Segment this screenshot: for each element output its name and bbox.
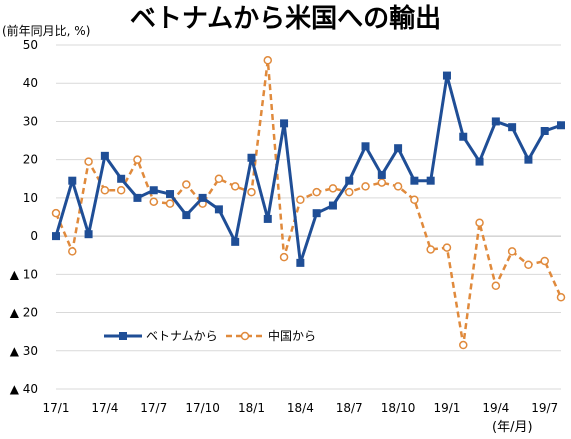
data-point [263, 214, 272, 223]
data-point [442, 71, 451, 80]
y-tick-label: ▲ 20 [10, 306, 38, 320]
x-axis-unit-label: (年/月) [492, 420, 533, 435]
data-point [117, 174, 126, 183]
data-point [459, 132, 468, 141]
x-tick-label: 18/1 [238, 401, 265, 415]
data-point [524, 260, 533, 270]
x-tick-label: 19/1 [433, 401, 460, 415]
y-tick-label: 50 [23, 38, 38, 52]
data-point [214, 174, 224, 184]
data-point [345, 176, 354, 185]
y-axis-unit-label: (前年同月比, %) [2, 24, 91, 38]
y-tick-label: 0 [30, 229, 38, 243]
data-point [361, 142, 370, 151]
data-point [491, 281, 501, 291]
data-point [84, 230, 93, 239]
y-tick-label: ▲ 30 [10, 344, 38, 358]
legend-marker-china [240, 331, 250, 341]
series-layer [51, 56, 566, 350]
x-tick-label: 17/4 [91, 401, 118, 415]
data-point [182, 180, 191, 189]
x-tick-label: 17/1 [43, 401, 70, 415]
data-point [68, 247, 77, 256]
data-point [377, 178, 387, 187]
x-tick-label: 18/7 [336, 401, 363, 415]
data-point [540, 256, 549, 266]
data-point [116, 185, 126, 195]
data-point [230, 182, 240, 191]
data-point [51, 208, 61, 218]
data-point [312, 187, 321, 197]
x-tick-label: 17/7 [140, 401, 167, 415]
data-point [426, 176, 435, 185]
data-point [214, 205, 223, 214]
data-point [133, 193, 142, 202]
data-point [361, 182, 370, 191]
data-point [279, 252, 289, 262]
data-point [100, 151, 109, 160]
data-point [100, 185, 110, 195]
data-point [556, 293, 566, 302]
data-point [475, 157, 484, 166]
data-point [263, 56, 273, 65]
data-point [328, 201, 337, 210]
data-point [312, 209, 321, 218]
data-point [296, 195, 305, 205]
legend: ベトナムから 中国から [104, 328, 316, 343]
data-point [296, 258, 305, 267]
data-point [557, 121, 565, 130]
x-tick-label: 18/4 [287, 401, 314, 415]
x-tick-label: 17/10 [185, 401, 220, 415]
x-tick-label: 19/4 [482, 401, 509, 415]
legend-label-china: 中国から [268, 328, 316, 343]
series-vietnam [52, 71, 565, 267]
data-point [491, 117, 500, 126]
data-point [508, 123, 517, 132]
series-china [51, 56, 566, 350]
data-point [410, 195, 419, 205]
y-tick-label: 30 [23, 114, 38, 128]
y-tick-label: ▲ 10 [10, 267, 38, 281]
data-point [84, 157, 93, 166]
data-point [247, 187, 256, 197]
data-point [166, 190, 175, 199]
data-point [540, 127, 549, 135]
data-point [524, 155, 533, 164]
series-line [54, 60, 563, 346]
data-point [133, 155, 142, 164]
data-point [52, 232, 60, 241]
data-point [328, 184, 338, 193]
data-point [247, 153, 256, 162]
chart-title: ベトナムから米国への輸出 [129, 4, 442, 34]
data-point [231, 237, 240, 246]
y-tick-label: ▲ 40 [10, 382, 38, 396]
data-point [507, 247, 517, 256]
data-point [344, 187, 354, 197]
data-point [459, 340, 468, 350]
data-point [165, 199, 175, 208]
y-tick-label: 20 [23, 153, 38, 167]
data-point [68, 176, 77, 185]
data-point [393, 182, 403, 191]
legend-marker-vietnam [119, 332, 127, 340]
data-point [426, 245, 435, 254]
data-point [442, 243, 452, 252]
data-point [280, 119, 289, 128]
x-tick-label: 19/7 [531, 401, 558, 415]
data-point [149, 197, 158, 206]
y-axis-ticks: 50 40 30 20 10 0 ▲ 10 ▲ 20 ▲ 30 ▲ 40 [10, 38, 38, 396]
data-point [475, 218, 484, 227]
legend-label-vietnam: ベトナムから [146, 329, 218, 343]
y-tick-label: 40 [23, 76, 38, 90]
data-point [394, 144, 403, 153]
x-tick-label: 18/10 [381, 401, 416, 415]
data-point [410, 176, 419, 185]
data-point [182, 211, 191, 220]
data-point [377, 170, 386, 179]
x-axis-ticks: 17/1 17/4 17/7 17/10 18/1 18/4 18/7 18/10 19/1 19… [43, 401, 559, 415]
y-tick-label: 10 [23, 191, 38, 205]
data-point [149, 186, 158, 195]
data-point [198, 193, 207, 202]
